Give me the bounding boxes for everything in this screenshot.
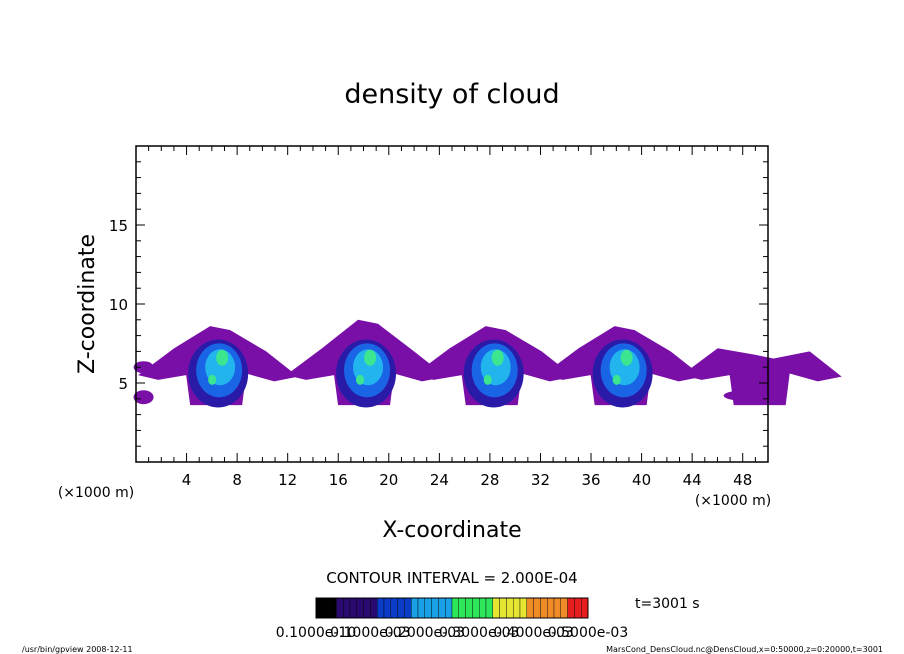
colorbar-label: 0.1000e-03 [330,625,410,641]
cloud-core-peak [491,349,504,366]
colorbar-swatch [547,597,555,619]
colorbar-swatch [560,597,568,619]
colorbar-swatch [465,597,473,619]
colorbar-labels: 0.1000e-100.1000e-030.2000e-030.3000e-03… [276,625,628,641]
x-tick-label: 12 [278,471,297,489]
colorbar-swatch [519,597,528,619]
colorbar-swatch [445,597,453,619]
cloud-fragment [133,390,154,405]
colorbar-swatch [356,597,364,619]
x-unit-left: (×1000 m) [58,485,134,501]
cloud-core-peak [364,349,377,366]
footer-left: /usr/bin/gpview 2008-12-11 [22,645,133,654]
colorbar-label: 0.3000e-03 [439,625,519,641]
cloud-cell [542,326,703,408]
y-tick-label: 10 [109,296,128,314]
colorbar-swatch [336,597,344,619]
x-tick-label: 44 [683,471,702,489]
colorbar-swatch [451,597,460,619]
colorbar-swatch [485,597,494,619]
cloud-core-peak [620,349,633,366]
x-tick-label: 24 [430,471,449,489]
colorbar-swatch [349,597,358,619]
colorbar-swatch [567,597,575,619]
y-axis-label: Z-coordinate [75,234,100,374]
plot-frame [135,145,769,463]
cloud-core-peak [483,374,492,385]
colorbar-swatch [417,597,426,619]
x-tick-label: 8 [232,471,242,489]
colorbar-swatch [438,597,446,619]
colorbar-swatch [458,597,466,619]
colorbar-swatch [322,597,330,619]
colorbar-swatch [513,597,521,619]
x-axis-label: X-coordinate [382,518,521,543]
colorbar-swatch [431,597,439,619]
colorbar-swatch [533,597,541,619]
colorbar-swatch [526,597,534,619]
cloud-core-peak [356,374,365,385]
colorbar-swatch [506,597,514,619]
colorbar [315,597,589,619]
colorbar-swatch [581,597,589,619]
colorbar-swatch [411,597,419,619]
footer-right: MarsCond_DensCloud.nc@DensCloud,x=0:5000… [606,645,883,654]
colorbar-label: 0.2000e-03 [385,625,465,641]
cloud-cell [286,319,447,408]
colorbar-swatch [343,597,351,619]
x-tick-label: 4 [182,471,192,489]
colorbar-swatch [479,597,487,619]
cloud-cell [413,326,574,408]
cloud-anvil [681,348,842,406]
colorbar-swatch [574,597,582,619]
x-tick-label: 40 [632,471,651,489]
colorbar-swatch [540,597,548,619]
x-tick-label: 36 [581,471,600,489]
y-tick-label: 15 [109,217,128,235]
colorbar-label: 0.1000e-10 [276,625,356,641]
colorbar-swatch [397,597,405,619]
colorbar-swatch [424,597,432,619]
colorbar-swatch [404,597,412,619]
x-tick-label: 16 [329,471,348,489]
colorbar-swatch [363,597,371,619]
colorbar-swatch [472,597,480,619]
cloud-anvil [723,390,760,401]
colorbar-label: 0.5000e-03 [548,625,628,641]
y-tick-label: 5 [118,375,128,393]
colorbar-swatch [492,597,500,619]
time-label: t=3001 s [635,596,700,612]
x-tick-label: 28 [480,471,499,489]
colorbar-swatch [499,597,507,619]
cloud-cell [138,326,299,408]
colorbar-swatch [315,597,324,619]
colorbar-label: 0.4000e-03 [493,625,573,641]
x-tick-label: 48 [733,471,752,489]
colorbar-swatch [383,597,392,619]
x-tick-label: 20 [379,471,398,489]
colorbar-swatch [553,597,562,619]
colorbar-swatch [370,597,378,619]
x-axis: 4 8 12 16 20 24 28 32 36 40 44 48 [148,146,756,489]
cloud-core-peak [208,374,217,385]
cloud-core-peak [216,349,229,366]
cloud-cell [681,348,842,406]
cloud-field [133,319,842,408]
colorbar-swatch [377,597,385,619]
cloud-core-peak [612,374,621,385]
colorbar-swatch [329,597,337,619]
x-unit-right: (×1000 m) [695,493,771,509]
chart-title: density of cloud [344,79,559,110]
y-axis: 5 10 15 [109,161,768,447]
x-tick-label: 32 [531,471,550,489]
colorbar-frame [315,597,589,619]
contour-interval: CONTOUR INTERVAL = 2.000E-04 [326,569,577,587]
cloud-fragment [133,361,154,374]
colorbar-swatch [390,597,398,619]
